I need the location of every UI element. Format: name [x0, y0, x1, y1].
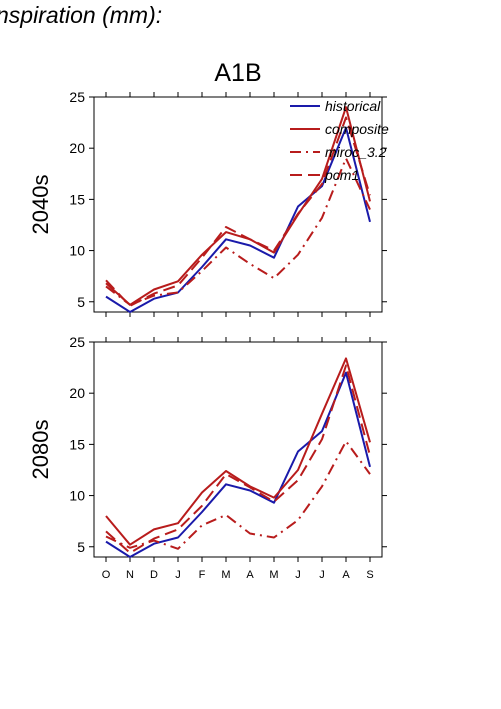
x-tick-label: M — [269, 569, 278, 581]
series-line-composite — [105, 106, 371, 306]
y-tick-label: 25 — [69, 89, 85, 105]
x-tick-label: F — [199, 569, 206, 581]
x-tick-label: S — [366, 569, 373, 581]
x-tick-label: J — [175, 569, 181, 581]
legend-label: composite — [325, 121, 389, 137]
series-line-pcm1 — [105, 364, 371, 554]
x-tick-label: J — [319, 569, 325, 581]
legend-label: miroc_3.2 — [325, 144, 387, 160]
series-line-composite — [105, 357, 371, 546]
y-tick-label: 25 — [69, 334, 85, 350]
plot-frame — [93, 96, 383, 313]
series-line-pcm1 — [105, 116, 371, 307]
panel-2: 5 10 15 20 25 O N D J F M A M J J A S 2080s — [28, 334, 387, 581]
y-tick-label: 10 — [69, 243, 85, 259]
x-tick-label: A — [342, 569, 350, 581]
legend: historical composite miroc_3.2 pcm1 — [290, 98, 389, 183]
x-tick-label: N — [126, 569, 134, 581]
page-title: nspiration (mm): — [0, 2, 163, 28]
series-line-miroc-3-2 — [105, 440, 371, 550]
series-line-miroc-3-2 — [105, 157, 371, 306]
legend-label: historical — [325, 98, 381, 114]
y-tick-label: 20 — [69, 140, 85, 156]
y-tick-label: 15 — [69, 191, 85, 207]
series-line-historical — [105, 371, 371, 558]
x-tick-label: J — [295, 569, 301, 581]
y-tick-label: 10 — [69, 488, 85, 504]
y-tick-label: 5 — [77, 539, 85, 555]
x-tick-label: O — [102, 569, 111, 581]
panel-1: 5 10 15 20 25 2040s A1B historical composite miro… — [28, 59, 389, 317]
x-tick-label: D — [150, 569, 158, 581]
y-tick-label: 5 — [77, 294, 85, 310]
x-tick-label: A — [246, 569, 254, 581]
y-axis-label: 2080s — [28, 420, 53, 480]
chart-title: A1B — [214, 59, 261, 87]
legend-label: pcm1 — [324, 167, 359, 183]
y-tick-label: 15 — [69, 436, 85, 452]
series-line-historical — [105, 126, 371, 313]
y-axis-label: 2040s — [28, 175, 53, 235]
plot-frame — [93, 341, 383, 558]
y-tick-label: 20 — [69, 385, 85, 401]
x-tick-label: M — [221, 569, 230, 581]
